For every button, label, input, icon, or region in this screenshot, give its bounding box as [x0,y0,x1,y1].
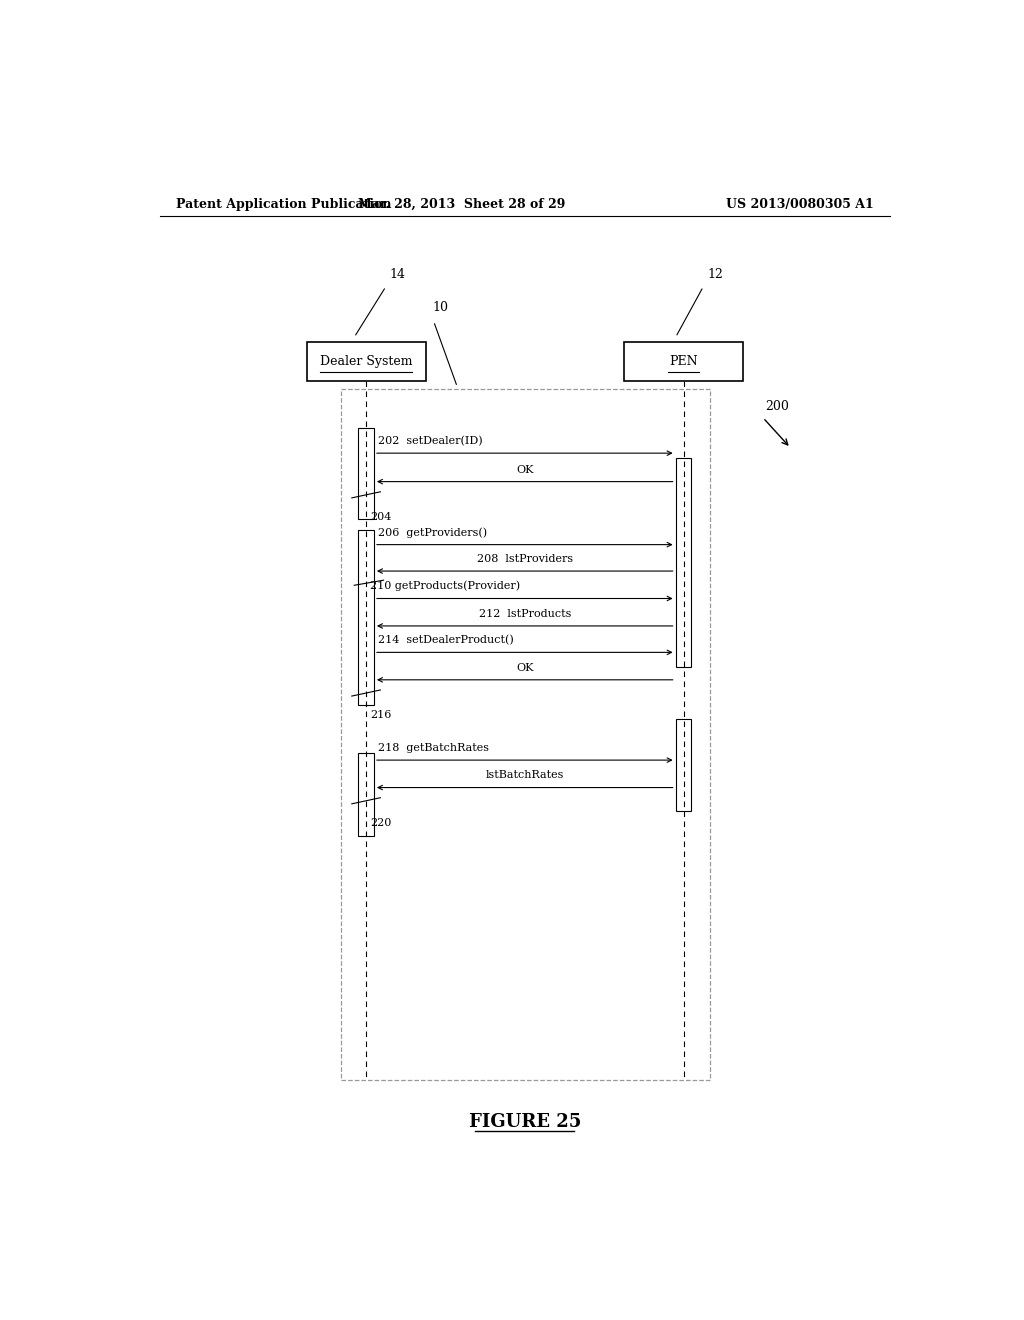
Text: 218  getBatchRates: 218 getBatchRates [378,743,489,752]
Text: Dealer System: Dealer System [319,355,413,368]
Text: 212  lstProducts: 212 lstProducts [478,609,571,619]
Text: 220: 220 [370,818,391,828]
Text: OK: OK [516,663,534,673]
Bar [676,719,691,810]
Text: lstBatchRates: lstBatchRates [485,771,564,780]
Text: Mar. 28, 2013  Sheet 28 of 29: Mar. 28, 2013 Sheet 28 of 29 [357,198,565,211]
Bar [676,458,691,667]
Bar [358,428,374,519]
Text: 200: 200 [765,400,790,413]
FancyBboxPatch shape [624,342,743,381]
Text: Patent Application Publication: Patent Application Publication [176,198,391,211]
Text: 204: 204 [370,512,391,523]
Text: OK: OK [516,465,534,474]
Text: PEN: PEN [670,355,697,368]
Text: 14: 14 [390,268,406,281]
Bar [358,752,374,837]
Text: 216: 216 [370,710,391,721]
Text: 202  setDealer(ID): 202 setDealer(ID) [378,436,482,446]
Text: 210 getProducts(Provider): 210 getProducts(Provider) [370,581,520,591]
Text: 206  getProviders(): 206 getProviders() [378,527,487,537]
Text: 214  setDealerProduct(): 214 setDealerProduct() [378,635,514,645]
Text: FIGURE 25: FIGURE 25 [469,1113,581,1131]
Text: US 2013/0080305 A1: US 2013/0080305 A1 [726,198,873,211]
Bar [358,531,374,705]
FancyBboxPatch shape [306,342,426,381]
Bar [341,389,710,1080]
Text: 208  lstProviders: 208 lstProviders [477,554,572,564]
Text: 10: 10 [432,301,447,314]
Text: 12: 12 [708,268,723,281]
